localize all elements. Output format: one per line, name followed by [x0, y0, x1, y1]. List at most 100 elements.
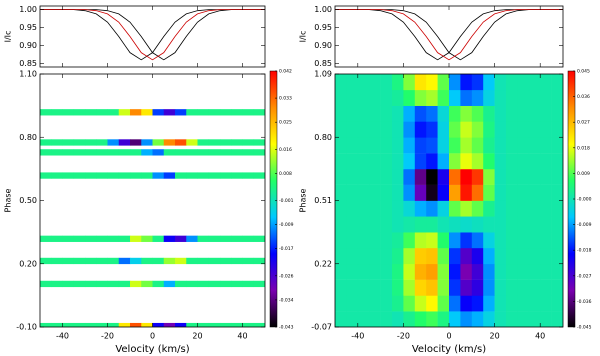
profile-line: [335, 9, 563, 61]
heatmap-cell: [197, 280, 210, 288]
colorbar-label: -0.027: [577, 273, 592, 279]
heatmap-cell: [471, 89, 484, 106]
heatmap-cell: [335, 184, 347, 201]
heatmap-cell: [437, 216, 450, 233]
heatmap-cell: [197, 149, 210, 156]
heatmap-cell: [62, 139, 75, 146]
heatmap-cell: [357, 184, 370, 201]
heatmap-cell: [231, 139, 243, 146]
heatmap-cell: [460, 89, 473, 106]
heatmap-cell: [414, 263, 427, 280]
heatmap-cell: [118, 235, 131, 242]
heatmap-cell: [335, 295, 347, 312]
colorbar-label: 0.027: [577, 120, 590, 126]
colorbar-label: 0.033: [279, 96, 292, 102]
heatmap-cell: [449, 263, 461, 280]
heatmap-cell: [380, 74, 393, 91]
heatmap-cell: [96, 139, 108, 146]
heatmap-cell: [231, 235, 243, 242]
heatmap-cell: [403, 263, 416, 280]
heatmap-cell: [208, 109, 221, 116]
heatmap-cell: [483, 311, 495, 327]
heatmap-cell: [403, 200, 416, 217]
heatmap-cell: [346, 184, 359, 201]
heatmap-cell: [551, 137, 563, 154]
heatmap-cell: [449, 184, 461, 201]
heatmap-cell: [253, 172, 265, 179]
heatmap-cell: [152, 322, 165, 327]
y-axis-title: I/Ic: [299, 31, 308, 43]
heatmap-cell: [426, 200, 438, 217]
heatmap-cell: [96, 109, 108, 116]
heatmap-cell: [403, 137, 416, 154]
colorbar-label: 0.036: [577, 94, 590, 100]
colorbar-label: -0.034: [279, 297, 294, 303]
heatmap-cell: [152, 139, 165, 146]
y-tick-label: 0.80: [314, 133, 332, 142]
heatmap-cell: [437, 121, 450, 138]
heatmap-cell: [403, 232, 416, 249]
heatmap-cell: [540, 295, 552, 312]
colorbar: [269, 70, 278, 328]
heatmap-cell: [208, 322, 221, 327]
heatmap-cell: [437, 153, 450, 170]
heatmap-cell: [369, 184, 381, 201]
heatmap-cell: [414, 153, 427, 170]
heatmap-cell: [346, 279, 359, 296]
heatmap-cell: [483, 89, 495, 106]
heatmap-cell: [175, 235, 187, 242]
heatmap-cell: [208, 280, 221, 288]
heatmap-cell: [494, 153, 507, 170]
heatmap-cell: [528, 168, 541, 185]
heatmap-cell: [528, 232, 541, 249]
heatmap-cell: [152, 257, 165, 265]
heatmap-cell: [346, 121, 359, 138]
heatmap-cell: [551, 200, 563, 217]
heatmap-cell: [118, 139, 131, 146]
heatmap-cell: [186, 257, 198, 265]
heatmap-cell: [357, 263, 370, 280]
heatmap-cell: [380, 89, 393, 106]
heatmap-cell: [357, 137, 370, 154]
heatmap-cell: [471, 137, 484, 154]
heatmap-cell: [40, 280, 52, 288]
profile-line: [335, 9, 563, 61]
heatmap-cell: [449, 137, 461, 154]
heatmap-cell: [483, 232, 495, 249]
heatmap-cell: [494, 89, 507, 106]
heatmap-cell: [51, 149, 63, 156]
heatmap-cell: [85, 257, 97, 265]
heatmap-cell: [460, 137, 473, 154]
heatmap-cell: [540, 89, 552, 106]
heatmap-cell: [197, 257, 210, 265]
colorbar-label: -0.017: [279, 246, 294, 252]
heatmap-cell: [392, 184, 404, 201]
heatmap-cell: [494, 263, 507, 280]
heatmap-cell: [426, 184, 438, 201]
heatmap-cell: [73, 235, 86, 242]
heatmap-cell: [483, 247, 495, 265]
heatmap-cell: [471, 153, 484, 170]
heatmap-cell: [197, 322, 210, 327]
heatmap-cell: [242, 257, 255, 265]
heatmap-cell: [517, 247, 530, 265]
heatmap-cell: [335, 216, 347, 233]
profile-line: [40, 9, 265, 61]
heatmap-cell: [152, 109, 165, 116]
heatmap-cell: [414, 200, 427, 217]
heatmap-cell: [73, 109, 86, 116]
heatmap-cell: [528, 74, 541, 91]
heatmap-cell: [494, 184, 507, 201]
heatmap-cell: [369, 168, 381, 185]
heatmap-cell: [369, 295, 381, 312]
heatmap-cell: [392, 232, 404, 249]
heatmap-cell: [551, 216, 563, 233]
x-tick-label: 20: [490, 332, 500, 341]
heatmap-cell: [335, 311, 347, 327]
heatmap-cell: [357, 216, 370, 233]
heatmap-cell: [118, 109, 131, 116]
heatmap-cell: [51, 280, 63, 288]
heatmap-cell: [208, 257, 221, 265]
heatmap-cell: [414, 121, 427, 138]
